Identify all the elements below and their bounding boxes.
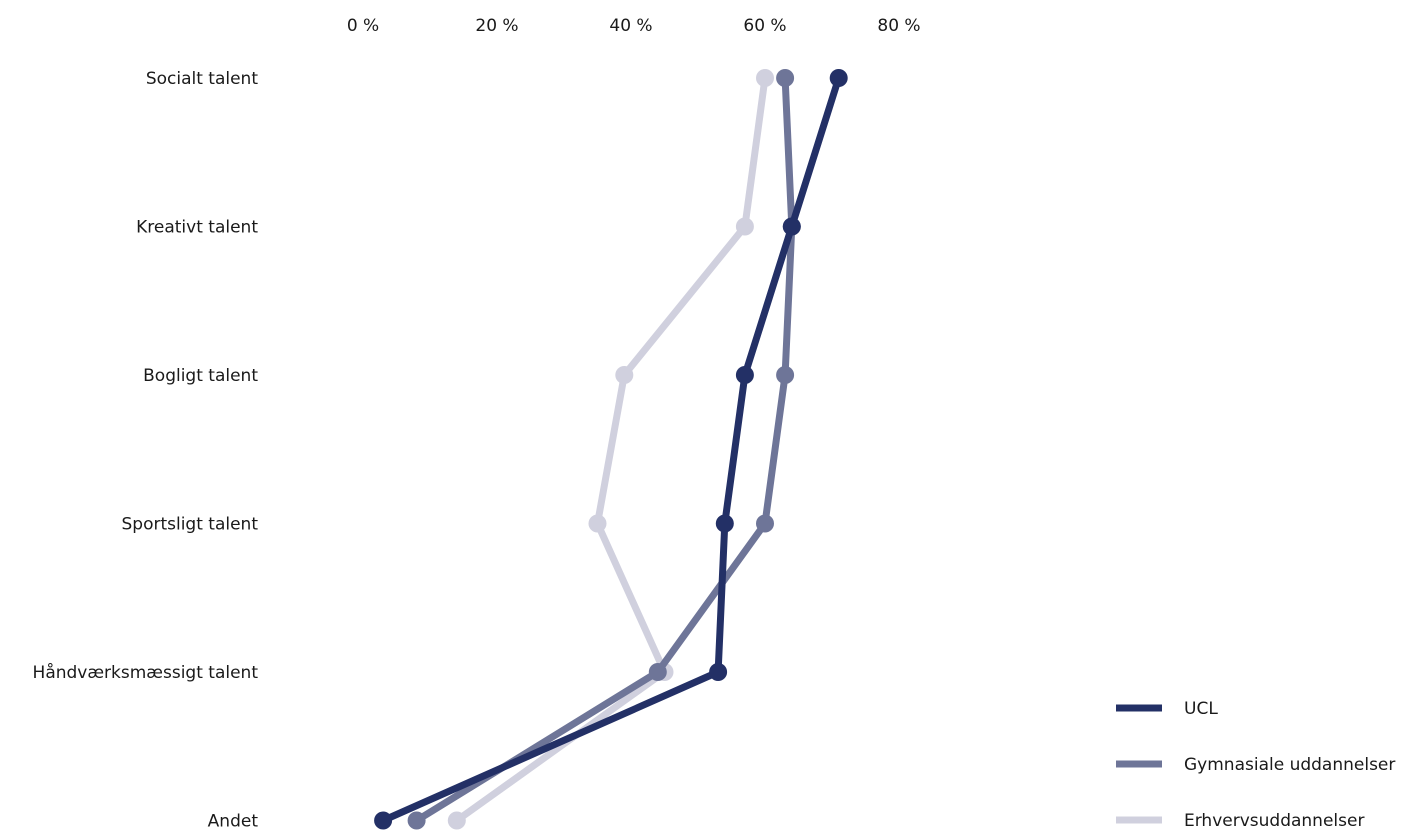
data-point bbox=[407, 811, 426, 830]
data-point bbox=[776, 366, 795, 384]
data-point bbox=[447, 811, 466, 830]
data-point bbox=[374, 811, 393, 830]
data-point bbox=[829, 69, 848, 87]
series-line bbox=[413, 74, 796, 824]
legend-label: Erhvervsuddannelser bbox=[1184, 811, 1364, 831]
legend-label: UCL bbox=[1184, 699, 1218, 719]
series-layer bbox=[374, 69, 848, 830]
category-label: Andet bbox=[208, 812, 259, 831]
x-axis-ticks: 0 % 20 % 40 % 60 % 80 % bbox=[347, 16, 921, 36]
x-tick-label: 60 % bbox=[743, 16, 786, 36]
series-line bbox=[379, 74, 843, 824]
data-point bbox=[756, 69, 774, 87]
data-point bbox=[715, 514, 734, 533]
x-tick-label: 80 % bbox=[877, 16, 920, 36]
data-point bbox=[735, 217, 754, 236]
data-point bbox=[648, 663, 667, 681]
category-label: Bogligt talent bbox=[143, 366, 258, 386]
data-point bbox=[588, 514, 607, 533]
x-tick-label: 20 % bbox=[475, 16, 518, 36]
legend: UCL Gymnasiale uddannelser Erhvervsuddanne… bbox=[1116, 699, 1395, 831]
x-tick-label: 0 % bbox=[347, 16, 379, 36]
data-point bbox=[615, 366, 634, 384]
data-point bbox=[735, 366, 754, 384]
category-labels: Socialt talent Kreativt talent Bogligt tal… bbox=[33, 69, 259, 831]
category-label: Håndværksmæssigt talent bbox=[33, 662, 259, 683]
legend-label: Gymnasiale uddannelser bbox=[1184, 755, 1395, 775]
series-line bbox=[453, 74, 769, 824]
category-label: Socialt talent bbox=[146, 69, 259, 89]
category-label: Sportsligt talent bbox=[121, 515, 258, 535]
data-point bbox=[756, 514, 774, 533]
x-tick-label: 40 % bbox=[609, 16, 652, 36]
data-point bbox=[709, 663, 728, 681]
data-point bbox=[782, 217, 801, 236]
data-point bbox=[776, 69, 795, 87]
category-label: Kreativt talent bbox=[136, 218, 258, 238]
